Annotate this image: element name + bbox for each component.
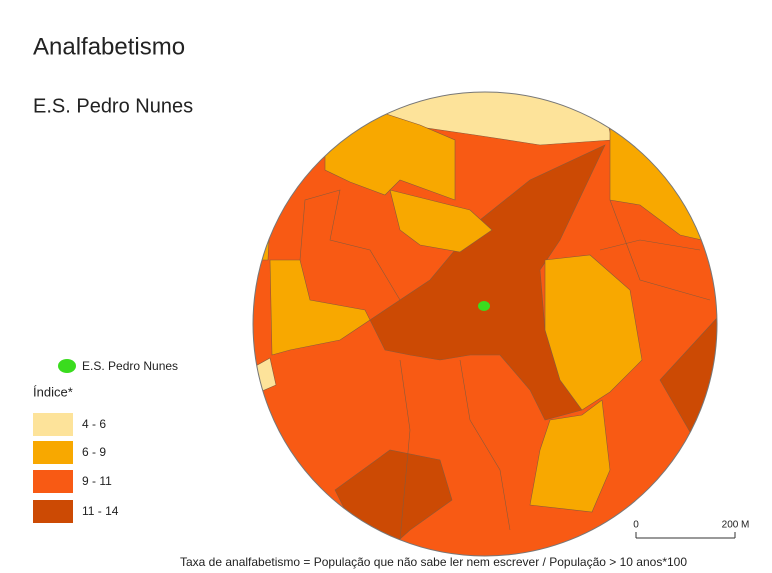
map-border [252,91,718,557]
school-point [478,301,490,311]
legend-label: 11 - 14 [82,504,119,518]
legend-heading: Índice* [33,384,73,399]
region-boundary [459,359,511,531]
legend-school-label: E.S. Pedro Nunes [82,359,178,373]
legend-label: 9 - 11 [82,474,112,488]
region [389,189,493,253]
region [544,254,643,411]
legend-swatch [33,470,73,493]
region-boundary [399,359,411,541]
region-boundary [599,239,701,251]
region-boundary [609,199,711,301]
footnote: Taxa de analfabetismo = População que nã… [180,555,687,569]
legend-school-symbol [58,359,76,373]
region [253,219,271,261]
region-boundary [299,189,401,301]
subtitle: E.S. Pedro Nunes [33,95,193,117]
scale-start: 0 [633,520,639,531]
legend-label: 6 - 9 [82,445,106,459]
legend-swatch [33,413,73,436]
legend-swatch [33,500,73,523]
region [529,399,611,513]
legend-label: 4 - 6 [82,417,106,431]
scale-unit: M [741,520,749,531]
legend-classes: 4 - 6 6 - 9 9 - 11 11 - 14 [33,413,119,523]
region [269,259,371,356]
title: Analfabetismo [33,33,185,60]
legend-swatch [33,441,73,464]
scale-end: 200 [722,520,739,531]
